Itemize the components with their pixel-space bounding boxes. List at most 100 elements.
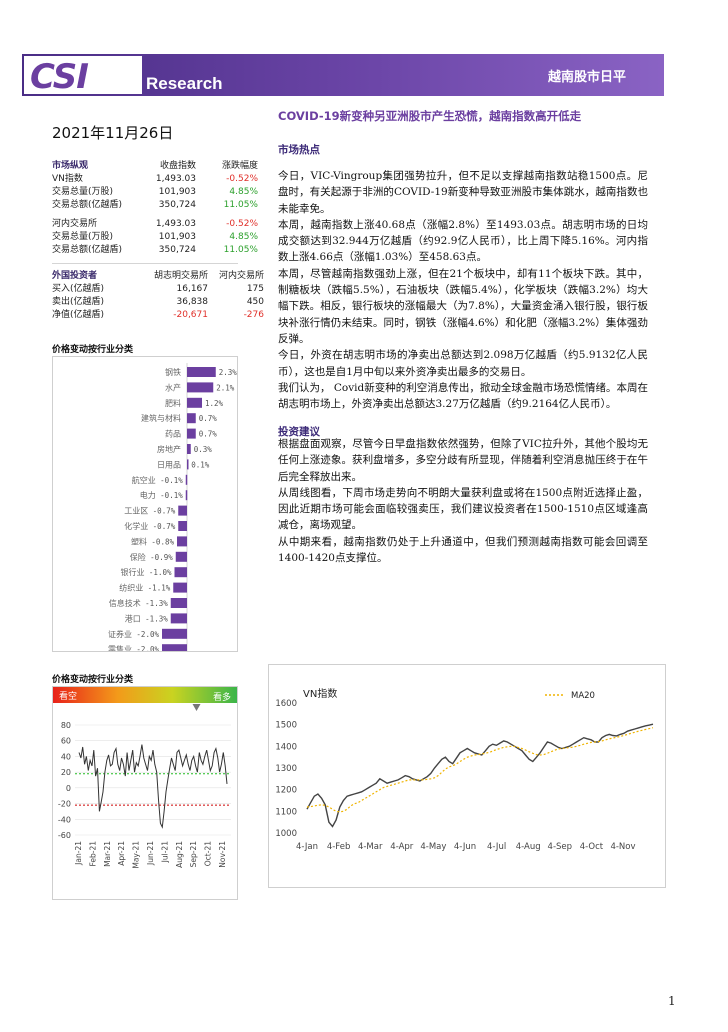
paragraph: 我们认为， Covid新变种的利空消息传出，掀动全球金融市场恐慌情绪。本周在胡志… bbox=[278, 381, 648, 411]
sector-chart-title: 价格变动按行业分类 bbox=[52, 345, 134, 355]
sector-bar bbox=[162, 644, 187, 655]
table-cell: 1,493.03 bbox=[155, 219, 196, 229]
sentiment-chart-title: 价格变动按行业分类 bbox=[52, 675, 134, 685]
sector-label: 工业区 bbox=[124, 506, 148, 516]
y-tick-label: 40 bbox=[61, 752, 71, 761]
sector-value-label: -1.3% bbox=[145, 614, 168, 623]
x-tick-label: Nov-21 bbox=[218, 841, 227, 868]
paragraph: 根据盘面观察，尽管今日早盘指数依然强势，但除了VIC拉升外，其他个股均无任何上涨… bbox=[278, 438, 648, 483]
y-tick-label: 1200 bbox=[275, 786, 297, 796]
y-tick-label: 1600 bbox=[275, 699, 297, 709]
report-name: 越南股市日平 bbox=[548, 70, 627, 85]
market-hotspot-body: 今日，VIC-Vingroup集团强势拉升，但不足以支撑越南指数站稳1500点。… bbox=[278, 168, 648, 412]
table-row: 净值(亿越盾) -20,671 -276 bbox=[52, 309, 264, 322]
sector-value-label: 0.3% bbox=[194, 445, 213, 454]
market-hotspot-title: 市场热点 bbox=[278, 144, 320, 156]
page-number: 1 bbox=[668, 994, 676, 1008]
x-tick-label: Oct-21 bbox=[204, 841, 213, 866]
market-overview-table: 市场纵观 收盘指数 涨跌幅度 VN指数 1,493.03 -0.52% 交易总量… bbox=[52, 160, 258, 257]
report-date: 2021年11月26日 bbox=[52, 124, 174, 142]
sector-label: 房地产 bbox=[157, 444, 181, 454]
table-row: 交易总量(万股) 101,903 4.85% bbox=[52, 231, 258, 244]
sector-value-label: -0.7% bbox=[153, 522, 176, 531]
sector-bar bbox=[187, 413, 196, 424]
market-overview: 市场纵观 收盘指数 涨跌幅度 VN指数 1,493.03 -0.52% 交易总量… bbox=[52, 160, 258, 257]
table-cell: 1,493.03 bbox=[155, 174, 196, 184]
y-tick-label: 60 bbox=[61, 737, 71, 746]
x-tick-label: 4-Jul bbox=[487, 842, 506, 852]
x-tick-label: 4-Feb bbox=[327, 842, 351, 852]
y-tick-label: 0 bbox=[66, 784, 71, 793]
sector-bar bbox=[177, 536, 187, 547]
sector-bar bbox=[174, 567, 187, 578]
sector-bar bbox=[170, 613, 187, 624]
table-cell: 350,724 bbox=[158, 245, 196, 255]
sector-bar bbox=[170, 598, 187, 608]
bearish-label: 看空 bbox=[59, 692, 78, 702]
paragraph: 从中期来看，越南指数仍处于上升通道中，但我们预测越南指数可能会回调至1400-1… bbox=[278, 535, 648, 565]
table-cell: 36,838 bbox=[176, 297, 209, 307]
sector-bar bbox=[187, 397, 202, 408]
table-cell: 16,167 bbox=[176, 284, 209, 294]
table-cell: 交易总额(亿越盾) bbox=[52, 200, 123, 210]
sector-bar bbox=[187, 459, 189, 470]
sector-label: 证券业 bbox=[108, 629, 132, 639]
headline: COVID-19新变种另亚洲股市产生恐慌，越南指数高开低走 bbox=[278, 109, 582, 123]
y-tick-label: 80 bbox=[61, 721, 71, 730]
x-tick-label: 4-Sep bbox=[548, 842, 573, 852]
x-tick-label: 4-Jan bbox=[296, 842, 318, 852]
sector-value-label: -0.1% bbox=[160, 491, 183, 500]
sector-label: 钢铁 bbox=[165, 367, 181, 377]
logo-background bbox=[24, 56, 142, 94]
y-tick-label: 1500 bbox=[275, 721, 297, 731]
sector-bar-chart: 钢铁 2.3% 水产 2.1% 肥料 1.2% 建筑与材料 0.7% 药品 0.7% 房地产 0.3%… bbox=[108, 363, 237, 691]
table-row: 交易总额(亿越盾) 350,724 11.05% bbox=[52, 244, 258, 257]
table-cell: 交易总量(万股) bbox=[52, 187, 114, 197]
table-cell: -276 bbox=[243, 310, 264, 320]
y-tick-label: -40 bbox=[58, 815, 71, 824]
table-cell: 交易总额(亿越盾) bbox=[52, 245, 123, 255]
x-tick-label: Jan-21 bbox=[74, 841, 83, 866]
sector-value-label: 0.1% bbox=[191, 460, 210, 469]
sector-label: 保险 bbox=[130, 552, 146, 562]
foreign-investors: 外国投资者 胡志明交易所 河内交易所 买入(亿越盾) 16,167 175 卖出… bbox=[52, 270, 264, 322]
x-tick-label: 4-Apr bbox=[390, 842, 413, 852]
sector-value-label: -1.3% bbox=[145, 599, 168, 608]
sentiment-chart-box: 看空 看多 80 60 40 20 0 -20 -40 -60 Jan-21 Feb-21 Mar-… bbox=[52, 686, 238, 900]
sector-label: 电力 bbox=[140, 490, 156, 500]
sector-label: 日用品 bbox=[157, 460, 181, 469]
bullish-label: 看多 bbox=[213, 693, 232, 703]
x-tick-label: 4-Aug bbox=[516, 842, 541, 852]
table-cell: 买入(亿越盾) bbox=[52, 284, 105, 294]
foreign-investors-table: 外国投资者 胡志明交易所 河内交易所 买入(亿越盾) 16,167 175 卖出… bbox=[52, 270, 264, 322]
sector-label: 航空业 bbox=[132, 475, 156, 485]
table-cell: 175 bbox=[246, 284, 264, 294]
divider bbox=[52, 263, 238, 264]
sector-value-label: 1.2% bbox=[205, 399, 224, 408]
sector-value-label: -0.9% bbox=[150, 553, 173, 562]
table-header-row: 外国投资者 胡志明交易所 河内交易所 bbox=[52, 270, 264, 283]
investment-advice-title: 投资建议 bbox=[278, 426, 320, 438]
x-tick-label: Jul-21 bbox=[160, 841, 169, 864]
y-tick-label: -20 bbox=[58, 800, 71, 809]
table-header: 涨跌幅度 bbox=[221, 161, 258, 171]
sector-value-label: -2.0% bbox=[136, 630, 159, 639]
table-header: 外国投资者 bbox=[52, 271, 98, 281]
sector-value-label: -0.8% bbox=[151, 537, 174, 546]
paragraph: 本周，越南指数上涨40.68点（涨幅2.8%）至1493.03点。胡志明市场的日… bbox=[278, 218, 648, 264]
sector-label: 港口 bbox=[125, 613, 141, 623]
table-header: 河内交易所 bbox=[218, 271, 264, 281]
sector-value-label: -2.0% bbox=[136, 645, 159, 651]
table-cell: 350,724 bbox=[158, 200, 196, 210]
table-cell: -0.52% bbox=[226, 174, 258, 184]
sector-bar bbox=[178, 505, 187, 516]
investment-advice-body: 根据盘面观察，尽管今日早盘指数依然强势，但除了VIC拉升外，其他个股均无任何上涨… bbox=[278, 436, 648, 566]
sector-bar bbox=[185, 474, 188, 485]
gauge-marker-icon bbox=[192, 704, 201, 711]
vn-index-line bbox=[306, 723, 654, 828]
vn-index-chart-box: VN指数 MA20 1600 1500 1400 1300 1200 1100 1000 4-Ja… bbox=[268, 664, 666, 888]
table-row: 河内交易所 1,493.03 -0.52% bbox=[52, 218, 258, 231]
x-tick-label: Aug-21 bbox=[175, 841, 184, 868]
paragraph: 今日，VIC-Vingroup集团强势拉升，但不足以支撑越南指数站稳1500点。… bbox=[278, 170, 648, 215]
